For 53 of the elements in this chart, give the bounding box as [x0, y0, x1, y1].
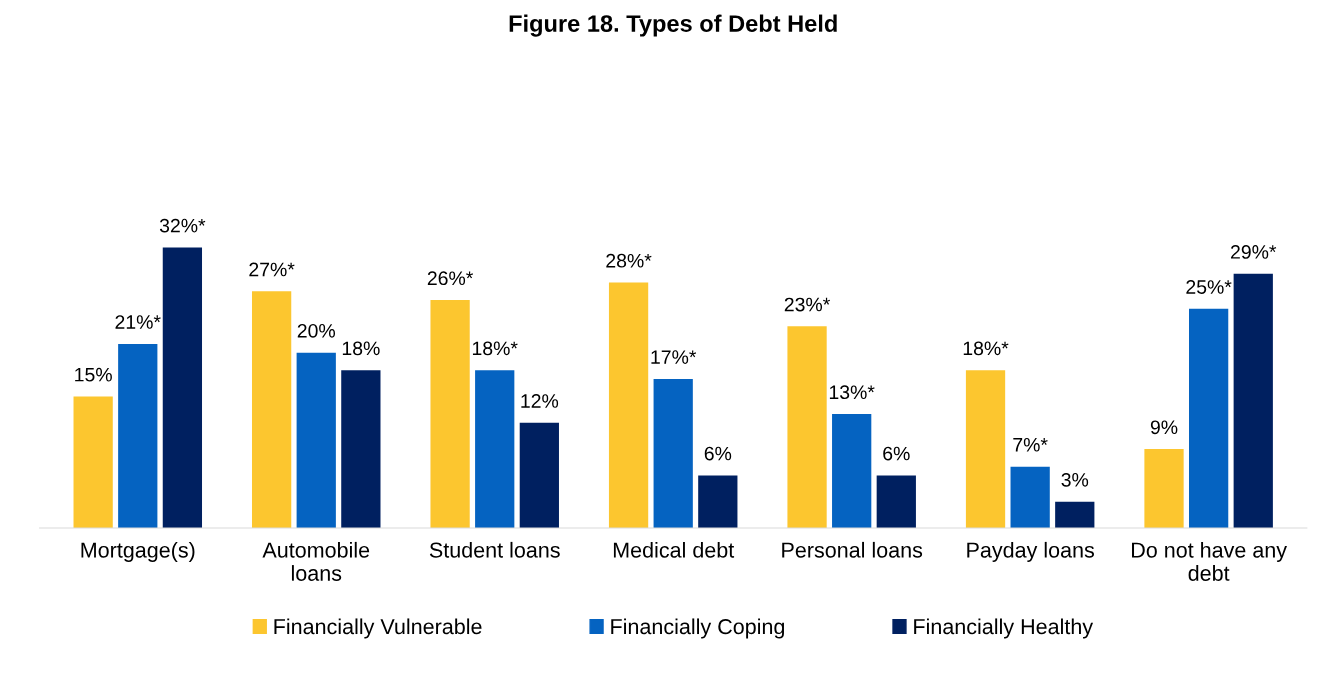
data-label: 28%* — [606, 253, 652, 268]
bar — [698, 475, 738, 528]
data-label: 18%* — [963, 341, 1009, 356]
data-label: 27%* — [249, 262, 295, 277]
data-label: 18%* — [472, 341, 518, 356]
bar — [965, 370, 1006, 528]
data-label: 21%* — [115, 315, 161, 329]
x-tick-label: Student loans — [429, 541, 560, 558]
data-label: 6% — [704, 446, 732, 461]
data-label: 32%* — [159, 218, 206, 233]
bar — [519, 422, 559, 528]
bar — [162, 247, 203, 528]
data-label: 20% — [297, 323, 336, 338]
bar — [251, 291, 292, 528]
chart-title: Figure 18. Types of Debt Held — [509, 14, 837, 37]
bar — [73, 396, 113, 528]
bar — [1189, 308, 1229, 528]
bar — [1010, 466, 1050, 528]
legend-label: Financially Healthy — [914, 618, 1094, 639]
bar — [430, 300, 470, 528]
bar — [1233, 273, 1273, 528]
data-label: 18% — [342, 341, 380, 356]
bar — [608, 282, 649, 528]
bar — [475, 370, 515, 528]
x-tick-label: Do not have any debt — [1132, 541, 1287, 581]
x-tick-label: Mortgage(s) — [81, 541, 195, 562]
bar — [296, 352, 336, 528]
bar — [118, 343, 158, 528]
legend-label: Financially Vulnerable — [274, 618, 482, 639]
data-label: 12% — [521, 394, 559, 408]
data-label: 13%* — [829, 385, 875, 400]
x-tick-label: Payday loans — [967, 541, 1095, 562]
data-label: 15% — [75, 367, 112, 382]
bar — [876, 475, 916, 528]
data-label: 29%* — [1230, 245, 1277, 259]
data-label: 17%* — [651, 350, 697, 364]
bar — [787, 326, 827, 528]
bar — [832, 414, 872, 528]
bar — [1144, 449, 1184, 528]
data-label: 6% — [883, 446, 910, 461]
data-label: 3% — [1061, 472, 1089, 487]
data-label: 7%* — [1013, 437, 1048, 452]
x-tick-label: Personal loans — [782, 541, 923, 558]
data-label: 25%* — [1186, 280, 1232, 294]
bar — [1055, 501, 1095, 528]
data-label: 23%* — [784, 297, 830, 312]
bar — [653, 378, 693, 528]
data-label: 9% — [1150, 420, 1178, 435]
x-tick-label: Automobile loans — [262, 541, 370, 581]
x-tick-label: Medical debt — [613, 541, 735, 558]
data-label: 26%* — [427, 271, 474, 286]
legend-label: Financially Coping — [611, 618, 785, 639]
bar — [341, 370, 381, 528]
